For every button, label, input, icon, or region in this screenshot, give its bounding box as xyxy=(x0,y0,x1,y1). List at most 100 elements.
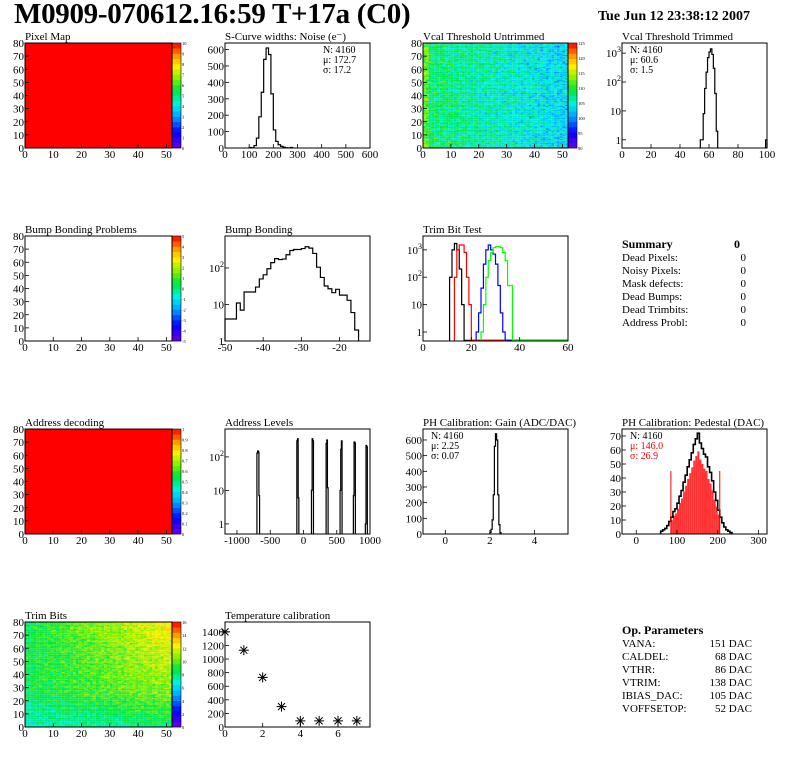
heatmap-cell xyxy=(495,104,499,107)
heatmap-cell xyxy=(467,78,471,80)
heatmap-cell xyxy=(473,50,477,53)
heatmap-cell xyxy=(526,124,530,126)
heatmap-cell xyxy=(423,56,426,58)
heatmap-cell xyxy=(540,112,543,114)
heatmap-cell xyxy=(526,74,530,76)
heatmap-cell xyxy=(423,86,426,88)
heatmap-cell xyxy=(501,56,504,58)
heatmap-cell xyxy=(436,102,440,104)
heatmap-cell xyxy=(445,104,449,107)
heatmap-cell xyxy=(554,56,557,58)
heatmap-cell xyxy=(551,128,555,130)
heatmap-cell xyxy=(528,86,532,88)
heatmap-cell xyxy=(453,108,457,110)
heatmap-cell xyxy=(495,92,499,95)
heatmap-cell xyxy=(517,109,521,112)
heatmap-cell xyxy=(548,137,552,139)
heatmap-cell xyxy=(445,81,449,83)
x-tick-label: 0 xyxy=(22,149,28,161)
heatmap-cell xyxy=(423,141,426,143)
heatmap-cell xyxy=(528,62,532,65)
heatmap-cell xyxy=(492,129,496,131)
heatmap-cell xyxy=(498,133,502,135)
heatmap-cell xyxy=(520,57,524,59)
heatmap-cell xyxy=(467,87,471,89)
heatmap-cell xyxy=(467,103,471,105)
heatmap-cell xyxy=(562,106,566,108)
heatmap-cell xyxy=(551,70,555,72)
heatmap-cell xyxy=(512,103,516,105)
heatmap-cell xyxy=(439,145,443,147)
heatmap-cell xyxy=(459,78,463,80)
heatmap-cell xyxy=(537,66,541,68)
heatmap-cell xyxy=(439,123,443,125)
heatmap-cell xyxy=(456,61,460,63)
heatmap-cell xyxy=(27,624,31,626)
heatmap-cell xyxy=(33,640,37,642)
heatmap-cell xyxy=(456,111,460,113)
heatmap-cell xyxy=(531,99,535,101)
heatmap-cell xyxy=(517,66,521,68)
heatmap-cell xyxy=(475,107,479,109)
heatmap-cell xyxy=(506,65,510,67)
heatmap-cell xyxy=(498,82,502,84)
heatmap-cell xyxy=(503,77,507,79)
y-tick-label: 50 xyxy=(13,77,25,89)
heatmap-cell xyxy=(478,48,482,50)
heatmap-cell xyxy=(554,128,557,130)
heatmap-cell xyxy=(456,112,460,114)
heatmap-cell xyxy=(517,125,521,128)
heatmap-cell xyxy=(484,146,488,149)
heatmap-cell xyxy=(492,57,496,59)
heatmap-cell xyxy=(456,115,460,117)
heatmap-cell xyxy=(453,64,457,66)
plot-frame xyxy=(224,235,371,342)
heatmap-cell xyxy=(436,130,440,133)
heatmap-cell xyxy=(428,90,432,92)
heatmap-cell xyxy=(528,96,532,99)
heatmap-cell xyxy=(30,649,34,651)
heatmap-cell xyxy=(428,79,432,82)
heatmap-cell xyxy=(503,96,507,99)
heatmap-cell xyxy=(512,141,516,143)
x-tick-label: 1000 xyxy=(359,535,382,547)
heatmap-cell xyxy=(431,45,435,47)
heatmap-cell xyxy=(456,44,460,46)
heatmap-cell xyxy=(492,140,496,142)
heatmap-cell xyxy=(540,129,543,131)
heatmap-cell xyxy=(559,86,563,88)
heatmap-cell xyxy=(434,144,437,146)
heatmap-cell xyxy=(27,664,31,666)
heatmap-cell xyxy=(25,675,28,678)
heatmap-cell xyxy=(548,111,552,113)
heatmap-cell xyxy=(548,128,552,130)
heatmap-cell xyxy=(501,87,504,89)
heatmap-cell xyxy=(434,70,437,72)
heatmap-cell xyxy=(478,140,482,142)
heatmap-cell xyxy=(542,85,546,87)
heatmap-cell xyxy=(453,107,457,109)
heatmap-cell xyxy=(509,96,513,99)
heatmap-cell xyxy=(509,115,513,117)
heatmap-cell xyxy=(475,94,479,96)
heatmap-cell xyxy=(537,83,541,86)
heatmap-cell xyxy=(545,112,549,114)
y-tick-label: 0 xyxy=(19,529,25,541)
heatmap-cell xyxy=(467,62,471,65)
x-tick-label: 50 xyxy=(161,535,173,547)
heatmap-cell xyxy=(481,112,485,114)
heatmap-cell xyxy=(534,90,538,92)
heatmap-cell xyxy=(481,127,485,129)
heatmap-cell xyxy=(475,50,479,53)
heatmap-cell xyxy=(442,73,446,75)
heatmap-cell xyxy=(523,78,527,80)
heatmap-cell xyxy=(428,124,432,126)
heatmap-cell xyxy=(462,78,465,80)
heatmap-cell xyxy=(436,106,440,108)
heatmap-cell xyxy=(459,49,463,51)
heatmap-cell xyxy=(548,77,552,79)
heatmap-cell xyxy=(456,77,460,79)
heatmap-cell xyxy=(498,119,502,121)
heatmap-cell xyxy=(506,67,510,70)
